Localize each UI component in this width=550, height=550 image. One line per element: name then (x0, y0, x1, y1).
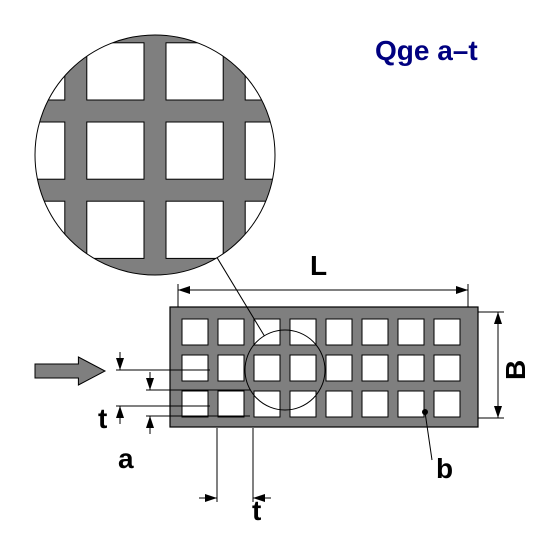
dim-label-a: a (118, 443, 134, 474)
hole (434, 319, 460, 345)
hole (362, 319, 388, 345)
hole (254, 391, 280, 417)
dim-label-b: b (436, 453, 453, 484)
hole (218, 355, 244, 381)
hole (254, 355, 280, 381)
hole (326, 355, 352, 381)
hole (218, 319, 244, 345)
hole (434, 355, 460, 381)
hole (290, 391, 316, 417)
hole (326, 319, 352, 345)
hole (362, 391, 388, 417)
direction-arrow (35, 357, 105, 385)
hole (182, 355, 208, 381)
dim-label-B: B (500, 360, 531, 380)
title-label: Qge a–t (375, 35, 478, 66)
perforated-plate (170, 307, 478, 427)
dim-label-L: L (310, 250, 327, 281)
hole (290, 355, 316, 381)
hole (398, 391, 424, 417)
hole (326, 391, 352, 417)
hole (182, 319, 208, 345)
dim-label-t-vert: t (98, 403, 107, 434)
hole (218, 391, 244, 417)
hole (434, 391, 460, 417)
hole (182, 391, 208, 417)
hole (362, 355, 388, 381)
hole (398, 355, 424, 381)
dim-label-t-horiz: t (252, 495, 261, 526)
hole (398, 319, 424, 345)
